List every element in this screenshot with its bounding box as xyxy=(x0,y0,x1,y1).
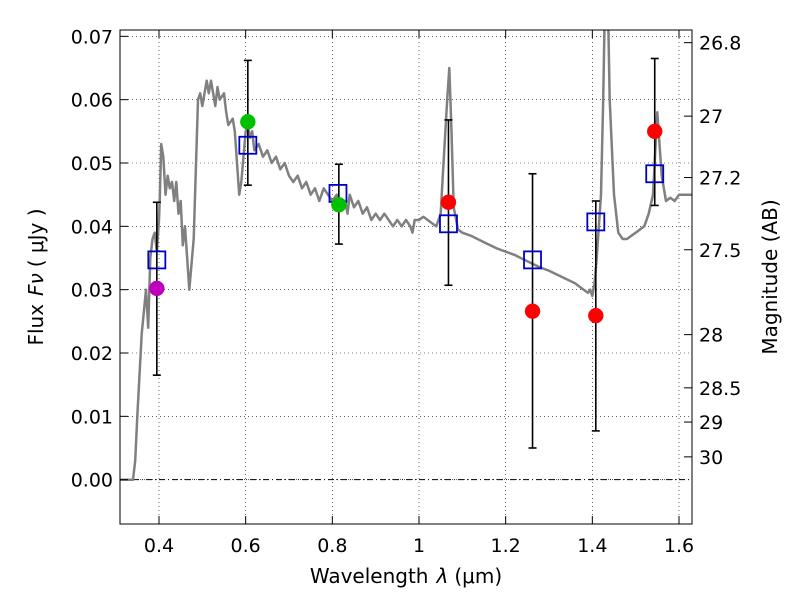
y-tick-label: 0.07 xyxy=(71,26,113,48)
magnitude-tick-label: 27 xyxy=(699,106,723,128)
y-tick-label: 0.03 xyxy=(71,280,113,302)
y-axis-ticks: 0.00 0.01 0.02 0.03 0.04 0.05 0.06 0.07 xyxy=(71,26,128,492)
x-tick-label: 1.4 xyxy=(577,535,607,557)
y-tick-label: 0.02 xyxy=(71,343,113,365)
observed-photometry-point xyxy=(588,307,604,324)
magnitude-axis-title: Magnitude (AB) xyxy=(758,199,782,354)
magnitude-tick-label: 30 xyxy=(699,447,723,469)
model-photometry-square xyxy=(238,135,258,155)
grid xyxy=(120,30,692,524)
y-tick-label: 0.04 xyxy=(71,216,113,238)
observed-photometry-points xyxy=(149,114,663,324)
magnitude-tick-label: 29 xyxy=(699,412,723,434)
x-tick-label: 0.6 xyxy=(231,535,261,557)
observed-photometry-point xyxy=(440,194,457,211)
x-tick-label: 1 xyxy=(413,535,425,557)
model-photometry-square xyxy=(523,250,542,270)
x-tick-label: 1.6 xyxy=(664,535,694,557)
y-tick-label: 0.01 xyxy=(71,406,113,428)
observed-photometry-point xyxy=(240,114,256,130)
model-photometry-square xyxy=(147,250,167,270)
x-axis-title: Wavelength λ (μm) xyxy=(310,564,502,588)
y-tick-label: 0.06 xyxy=(71,90,113,112)
x-axis-ticks: 0.4 0.6 0.8 1 1.2 1.4 1.6 xyxy=(144,30,694,557)
magnitude-tick-label: 28 xyxy=(699,325,723,347)
magnitude-tick-label: 27.2 xyxy=(699,168,741,190)
model-photometry-square xyxy=(586,212,606,232)
y-tick-label: 0.05 xyxy=(71,153,113,175)
model-photometry-square xyxy=(645,164,665,184)
plot-frame xyxy=(119,29,693,525)
x-tick-label: 0.8 xyxy=(317,535,347,557)
observed-photometry-point xyxy=(331,197,347,213)
magnitude-tick-label: 26.8 xyxy=(699,33,741,55)
observed-photometry-point xyxy=(149,280,165,297)
magnitude-axis-ticks: 26.8 27 27.2 27.5 28 28.5 29 30 xyxy=(684,33,741,469)
model-photometry-square xyxy=(439,214,458,234)
x-tick-label: 1.2 xyxy=(491,535,521,557)
y-axis-title: FluxFν( μJy ) xyxy=(24,208,48,345)
y-tick-label: 0.00 xyxy=(71,470,113,492)
observed-photometry-point xyxy=(524,303,541,319)
x-tick-label: 0.4 xyxy=(144,535,174,557)
observed-photometry-point xyxy=(646,123,663,140)
magnitude-tick-label: 28.5 xyxy=(699,378,741,400)
magnitude-tick-label: 27.5 xyxy=(699,240,741,262)
